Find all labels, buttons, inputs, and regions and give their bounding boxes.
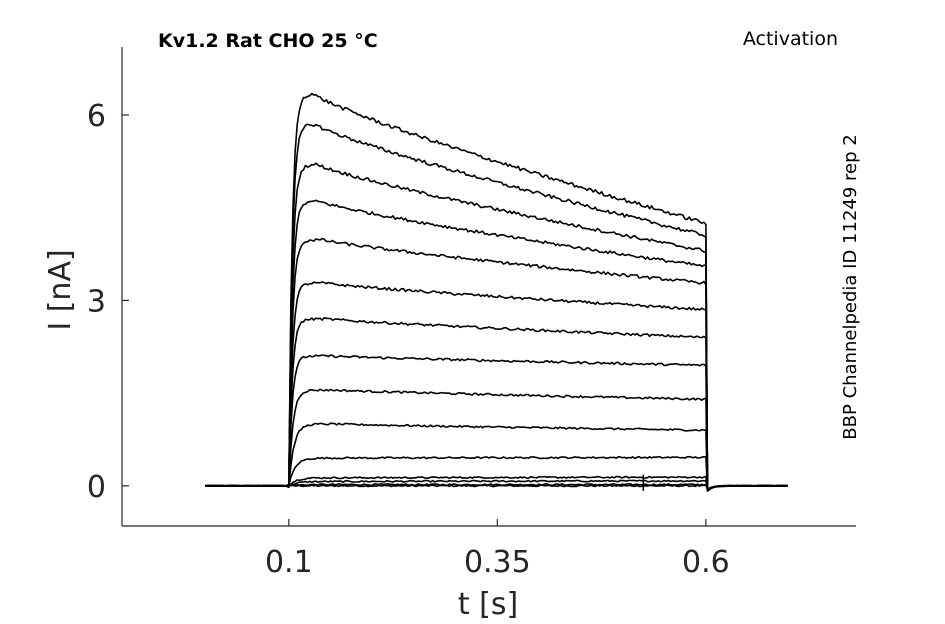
source-note: BBP Channelpedia ID 11249 rep 2 bbox=[840, 134, 861, 439]
trace-series-15 bbox=[205, 92, 788, 492]
trace-series-13 bbox=[205, 162, 788, 492]
trace-series-4 bbox=[205, 475, 788, 490]
trace-series-7 bbox=[205, 388, 788, 491]
x-axis-label: t [s] bbox=[458, 587, 518, 622]
x-axis-ticks: 0.1 0.35 0.6 bbox=[265, 519, 730, 580]
trace-series-10 bbox=[205, 281, 788, 491]
y-tick-label: 6 bbox=[87, 99, 106, 134]
trace-series-3 bbox=[205, 479, 788, 491]
trace-series-8 bbox=[205, 354, 788, 491]
chart-title: Kv1.2 Rat CHO 25 °C bbox=[158, 30, 378, 52]
protocol-label: Activation bbox=[743, 28, 838, 50]
y-axis-label: I [nA] bbox=[43, 249, 78, 330]
current-traces bbox=[205, 92, 788, 492]
trace-series-11 bbox=[205, 237, 788, 492]
x-tick-label: 0.1 bbox=[265, 545, 313, 580]
trace-series-2 bbox=[205, 483, 788, 491]
trace-series-12 bbox=[205, 199, 788, 492]
trace-series-5 bbox=[205, 455, 788, 490]
trace-series-1 bbox=[205, 484, 788, 490]
x-tick-label: 0.6 bbox=[682, 545, 730, 580]
trace-series-14 bbox=[205, 123, 788, 492]
trace-series-9 bbox=[205, 317, 788, 492]
y-tick-label: 0 bbox=[87, 470, 106, 505]
trace-series-6 bbox=[205, 422, 788, 491]
x-tick-label: 0.35 bbox=[464, 545, 531, 580]
y-axis-ticks: 0 3 6 bbox=[87, 99, 129, 505]
y-tick-label: 3 bbox=[87, 284, 106, 319]
